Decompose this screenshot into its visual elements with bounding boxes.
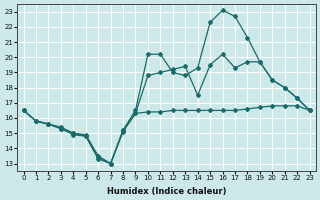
X-axis label: Humidex (Indice chaleur): Humidex (Indice chaleur): [107, 187, 226, 196]
